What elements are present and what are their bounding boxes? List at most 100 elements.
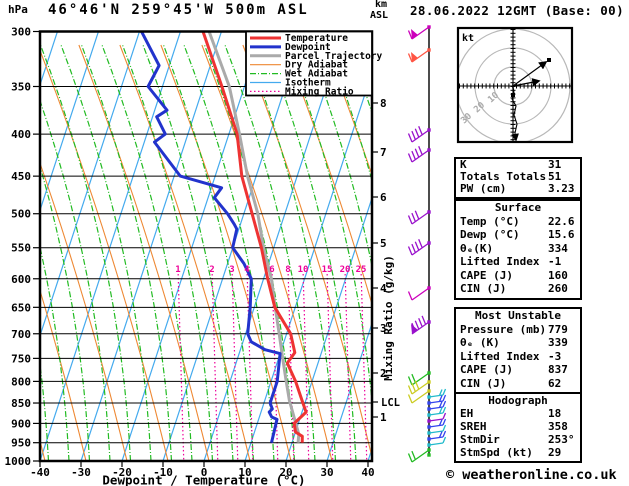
wind-barb-tick xyxy=(414,210,420,220)
mixing-ratio-label: 1 xyxy=(175,265,180,275)
table-row-value: 358 xyxy=(548,420,568,433)
table-row: Totals Totals 51 xyxy=(456,171,580,183)
table-row-label: StmSpd (kt) xyxy=(460,446,533,459)
legend-box xyxy=(245,30,373,97)
wind-barb xyxy=(407,389,431,404)
table-row: Temp (°C) 22.6 xyxy=(456,215,580,229)
table-row-label: Lifted Index xyxy=(460,349,540,363)
mixing-ratio-label: 2 xyxy=(209,265,214,275)
wet-adiabat xyxy=(41,248,70,460)
table-row: CIN (J) 260 xyxy=(456,282,580,296)
table-row: Lifted Index -1 xyxy=(456,255,580,269)
wet-adiabat xyxy=(41,44,132,460)
dry-adiabat xyxy=(242,44,371,456)
wet-adiabat xyxy=(224,44,316,460)
table-row: Lifted Index -3 xyxy=(456,350,580,364)
surface-table: Surface Temp (°C) 22.6 Dewp (°C) 15.6 θₑ(K) 33… xyxy=(454,199,582,300)
pressure-tick-label: 950 xyxy=(11,437,31,450)
wind-barb xyxy=(407,286,431,301)
legend-label: Parcel Trajectory xyxy=(285,51,383,62)
temp-tick-label: -30 xyxy=(71,466,91,479)
table-row-value: 29 xyxy=(548,446,562,459)
wind-barbs xyxy=(407,25,447,463)
wind-barb-tick xyxy=(411,322,417,332)
plot-area xyxy=(41,32,371,460)
wind-barb-tick xyxy=(414,380,420,390)
table-row-label: PW (cm) xyxy=(460,182,507,195)
chart-border xyxy=(38,30,374,463)
temp-tick-label: 10 xyxy=(238,466,251,479)
table-row-label: K xyxy=(460,158,467,171)
table-row-value: -1 xyxy=(548,255,562,269)
pressure-axis: 300 350 400 450 500 550 600 650 700 750 800 850 900 9… xyxy=(5,26,40,468)
wind-barb-tick xyxy=(411,450,417,460)
wind-barb-tick xyxy=(407,246,413,256)
temp-tick-label: 40 xyxy=(361,466,374,479)
wind-barb-tick xyxy=(442,436,447,444)
temp-tick-label: 20 xyxy=(279,466,292,479)
wind-barb-shaft xyxy=(411,372,430,386)
wet-adiabat xyxy=(285,44,371,398)
wind-barb-tick xyxy=(442,400,447,408)
wind-barb-tick xyxy=(421,315,427,325)
table-row: θₑ (K) 339 xyxy=(456,336,580,350)
dry-adiabat xyxy=(78,44,210,460)
wet-adiabat-lines xyxy=(41,44,371,460)
wind-barb-tick xyxy=(414,148,420,158)
parcel-trajectory-curve xyxy=(207,32,301,443)
wind-barb-tick xyxy=(438,401,443,408)
storm-vector-arrow xyxy=(512,78,541,87)
wind-barb-shaft xyxy=(428,430,444,434)
table-row-label: Totals Totals xyxy=(460,170,547,183)
wind-barb-shaft xyxy=(411,381,430,395)
table-row-label: StmDir xyxy=(460,433,500,446)
wet-adiabat xyxy=(162,44,255,460)
table-row-label: Lifted Index xyxy=(460,255,540,269)
wet-adiabat xyxy=(101,44,193,460)
temp-tick-label: -20 xyxy=(112,466,132,479)
dry-adiabat xyxy=(41,51,169,460)
wind-barb-shaft xyxy=(411,287,430,301)
pressure-tick-label: 1000 xyxy=(5,455,32,468)
pressure-tick-label: 450 xyxy=(11,170,31,183)
mixing-ratio-label: 4 xyxy=(244,265,250,275)
wind-barb-tick xyxy=(414,241,420,251)
wind-barb-tick xyxy=(418,126,423,136)
wind-barb xyxy=(427,406,447,417)
wind-barb xyxy=(407,380,431,395)
pressure-tick-label: 500 xyxy=(11,208,31,221)
mixing-ratio-labels: 1 2 3 4 6 8 10 15 20 25 xyxy=(175,265,366,275)
wind-barb-shaft xyxy=(411,449,430,463)
table-title: Most Unstable xyxy=(474,309,562,322)
mixing-ratio-label: 15 xyxy=(322,265,333,275)
pressure-unit-label: hPa xyxy=(8,3,28,16)
wind-barb-node xyxy=(427,453,431,457)
indices-table: K 31 Totals Totals 51 PW (cm) 3.23 xyxy=(454,157,582,199)
wet-adiabat xyxy=(41,368,50,460)
table-row-value: 51 xyxy=(548,170,562,183)
pressure-tick-label: 400 xyxy=(11,128,31,141)
wind-barb-tick xyxy=(407,153,413,163)
km-tick-label: 8 xyxy=(380,97,387,110)
wind-barb-shaft xyxy=(411,390,430,404)
pressure-tick-label: 900 xyxy=(11,417,31,430)
mixing-ratio-label: 3 xyxy=(229,265,234,275)
mixing-ratio-label: 25 xyxy=(356,265,367,275)
table-title: Hodograph xyxy=(488,394,548,407)
wind-barb-tick xyxy=(442,424,447,432)
wind-barb-tick xyxy=(418,318,423,328)
table-row: Pressure (mb) 779 xyxy=(456,323,580,337)
legend-label: Dewpoint xyxy=(285,42,331,53)
km-tick-label: 1 xyxy=(380,411,387,424)
wind-barb xyxy=(427,453,431,457)
table-row-value: 260 xyxy=(548,282,568,296)
hodograph-unit-label: kt xyxy=(462,33,474,44)
wet-adiabat xyxy=(306,44,371,265)
mixing-ratio-label: 20 xyxy=(340,265,351,275)
wind-barb-tick xyxy=(411,382,417,392)
wind-barb-tick xyxy=(438,431,443,438)
wind-barb xyxy=(427,400,447,411)
